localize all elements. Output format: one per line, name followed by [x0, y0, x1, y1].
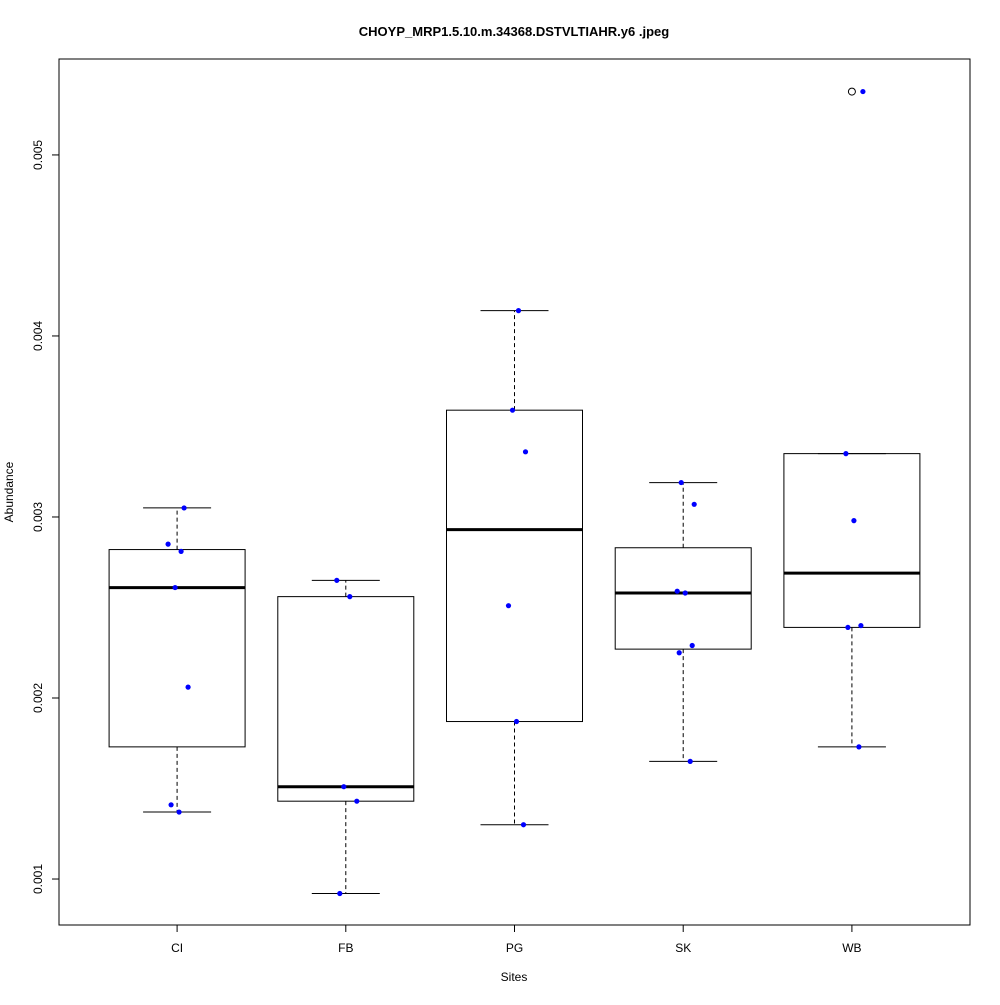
box-PG [446, 409, 583, 723]
data-point [687, 758, 693, 764]
data-point [845, 624, 851, 631]
data-point [334, 577, 340, 583]
box-SK [614, 547, 752, 650]
x-axis-label: Sites [501, 970, 528, 984]
data-point [851, 518, 857, 524]
data-point [676, 650, 682, 656]
chart-title: CHOYP_MRP1.5.10.m.34368.DSTVLTIAHR.y6 .j… [359, 24, 669, 39]
x-tick-label: PG [506, 941, 523, 955]
data-point [858, 622, 864, 629]
y-tick-label: 0.002 [31, 683, 45, 713]
x-tick-label: SK [675, 941, 691, 955]
outlier-point [847, 87, 856, 96]
data-point [513, 718, 520, 725]
data-point [522, 449, 529, 455]
data-point [860, 88, 866, 95]
data-point [689, 642, 695, 649]
data-point [165, 541, 171, 547]
data-point [168, 802, 174, 808]
data-point [520, 822, 527, 828]
data-point [691, 501, 697, 507]
data-point [172, 584, 178, 591]
x-tick-label: FB [338, 941, 353, 955]
x-tick-label: WB [842, 941, 861, 955]
data-point [509, 407, 516, 413]
data-point [856, 744, 862, 750]
data-point [178, 548, 184, 554]
y-tick-label: 0.004 [31, 321, 45, 351]
data-point [354, 798, 360, 804]
data-point [515, 308, 522, 314]
y-tick-label: 0.003 [31, 502, 45, 532]
data-point [185, 684, 191, 690]
y-tick-label: 0.005 [31, 140, 45, 170]
box-FB [277, 596, 415, 802]
data-point [347, 594, 353, 600]
data-point [505, 603, 512, 609]
data-point [337, 890, 343, 897]
data-point [674, 588, 680, 594]
box-CI [108, 549, 246, 748]
data-point [678, 479, 684, 486]
data-point [341, 784, 347, 790]
box-WB [783, 453, 921, 628]
data-point [176, 809, 182, 815]
data-point [682, 590, 688, 596]
data-point [843, 451, 849, 457]
x-tick-label: CI [171, 941, 183, 955]
data-point [181, 505, 187, 511]
y-tick-label: 0.001 [31, 864, 45, 894]
y-axis-label: Abundance [2, 461, 16, 522]
